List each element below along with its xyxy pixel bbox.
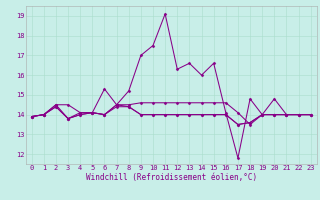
X-axis label: Windchill (Refroidissement éolien,°C): Windchill (Refroidissement éolien,°C): [86, 173, 257, 182]
